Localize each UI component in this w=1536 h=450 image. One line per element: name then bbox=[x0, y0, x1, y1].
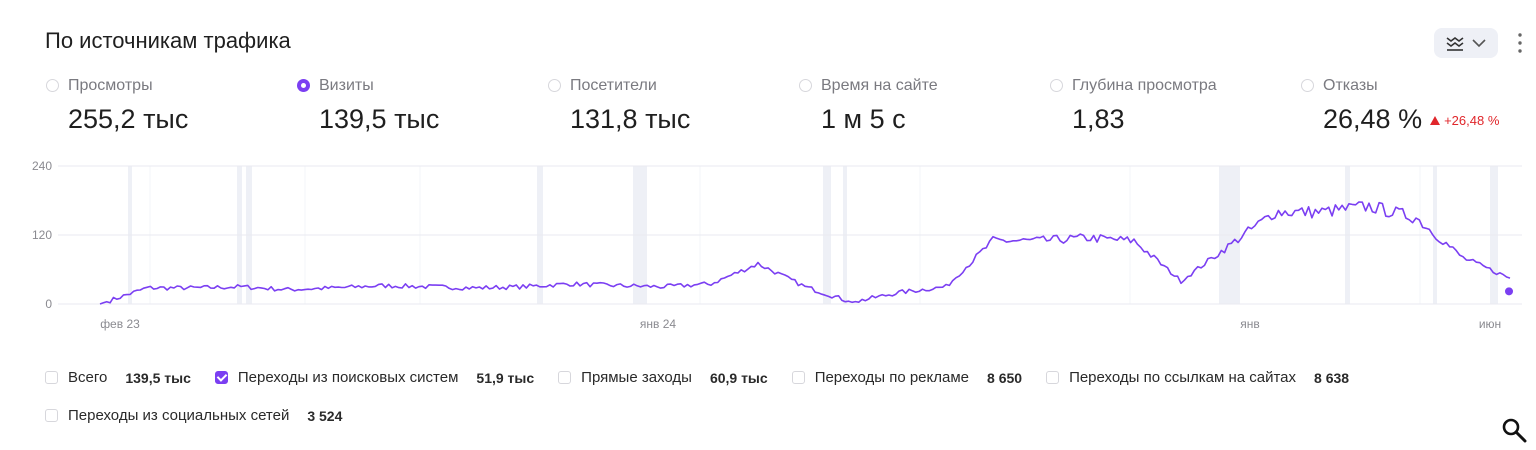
legend-label: Переходы из социальных сетей bbox=[68, 407, 290, 424]
metric-value: 1 м 5 с bbox=[821, 104, 906, 134]
legend-item-direct[interactable]: Прямые заходы 60,9 тыс bbox=[558, 369, 768, 386]
widget-title: По источникам трафика bbox=[45, 28, 291, 53]
chart-type-icon bbox=[1446, 35, 1464, 51]
legend-value: 8 650 bbox=[987, 369, 1023, 386]
legend-item-social[interactable]: Переходы из социальных сетей 3 524 bbox=[45, 407, 342, 424]
traffic-line-chart[interactable]: 0 120 240 фев 23 янв 24 янв июн bbox=[0, 150, 1536, 340]
metric-radio[interactable] bbox=[799, 79, 812, 92]
legend-value: 3 524 bbox=[307, 407, 343, 424]
legend-value: 51,9 тыс bbox=[476, 369, 535, 386]
delta-value: +26,48 % bbox=[1444, 113, 1500, 128]
x-tick-label: янв bbox=[1240, 317, 1260, 331]
metric-value: 255,2 тыс bbox=[68, 104, 189, 134]
metric-label: Время на сайте bbox=[821, 77, 938, 94]
triangle-up-icon bbox=[1430, 116, 1441, 125]
metric-radio[interactable] bbox=[46, 79, 59, 92]
legend-label: Переходы по рекламе bbox=[814, 369, 970, 386]
legend-label: Прямые заходы bbox=[581, 369, 692, 386]
legend-value: 8 638 bbox=[1314, 369, 1350, 386]
legend-label: Всего bbox=[68, 369, 108, 386]
legend-row-2: Переходы из социальных сетей 3 524 bbox=[45, 407, 366, 424]
chart-type-selector[interactable] bbox=[1434, 28, 1498, 58]
legend-label: Переходы по ссылкам на сайтах bbox=[1069, 369, 1297, 386]
y-tick-label: 0 bbox=[45, 297, 52, 311]
metric-value: 1,83 bbox=[1072, 104, 1125, 134]
metric-label: Отказы bbox=[1323, 77, 1378, 94]
delta-badge: +26,48 % bbox=[1430, 113, 1499, 128]
legend-value: 60,9 тыс bbox=[709, 369, 768, 386]
y-tick-label: 240 bbox=[32, 159, 52, 173]
metric-radio[interactable] bbox=[548, 79, 561, 92]
metric-value: 131,8 тыс bbox=[570, 104, 691, 134]
metric-value: 26,48 % bbox=[1323, 104, 1423, 134]
series-line bbox=[99, 201, 1511, 305]
legend-item-links[interactable]: Переходы по ссылкам на сайтах 8 638 bbox=[1046, 369, 1349, 386]
chevron-down-icon bbox=[1472, 38, 1486, 48]
legend-value: 139,5 тыс bbox=[125, 369, 191, 386]
legend-checkbox[interactable] bbox=[791, 371, 805, 384]
legend-item-search[interactable]: Переходы из поисковых систем 51,9 тыс bbox=[214, 369, 535, 386]
legend-checkbox[interactable] bbox=[214, 371, 228, 384]
x-tick-label: фев 23 bbox=[100, 317, 140, 331]
legend-label: Переходы из поисковых систем bbox=[237, 369, 459, 386]
legend-checkbox[interactable] bbox=[558, 371, 572, 384]
legend-checkbox[interactable] bbox=[45, 371, 58, 384]
legend-row-1: Всего 139,5 тыс Переходы из поисковых сис… bbox=[45, 369, 1373, 386]
more-vertical-icon[interactable] bbox=[1514, 30, 1526, 56]
x-tick-label: янв 24 bbox=[640, 317, 677, 331]
y-tick-label: 120 bbox=[32, 228, 52, 242]
metric-radio[interactable] bbox=[1301, 79, 1314, 92]
metric-label: Посетители bbox=[570, 77, 657, 94]
metric-label: Визиты bbox=[319, 77, 374, 94]
metric-value-row: 26,48 % +26,48 % bbox=[1323, 104, 1499, 135]
legend-checkbox[interactable] bbox=[45, 409, 58, 422]
series-end-point bbox=[1505, 287, 1513, 296]
search-icon[interactable] bbox=[1500, 416, 1528, 444]
metric-label: Глубина просмотра bbox=[1072, 77, 1217, 94]
metric-value: 139,5 тыс bbox=[319, 104, 440, 134]
legend-item-ads[interactable]: Переходы по рекламе 8 650 bbox=[791, 369, 1023, 386]
legend-checkbox[interactable] bbox=[1046, 371, 1060, 384]
x-tick-label: июн bbox=[1479, 317, 1501, 331]
metric-radio[interactable] bbox=[1050, 79, 1063, 92]
legend-item-total[interactable]: Всего 139,5 тыс bbox=[45, 369, 191, 386]
metric-radio[interactable] bbox=[297, 79, 310, 92]
metric-label: Просмотры bbox=[68, 77, 153, 94]
